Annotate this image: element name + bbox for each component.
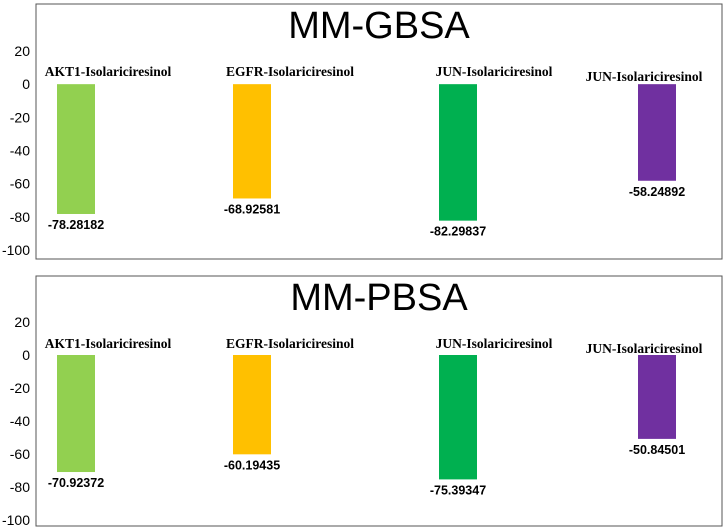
y-tick-label: -80 [10,479,30,495]
category-label: EGFR-Isolariciresinol [226,336,354,351]
panel-frame [35,275,723,527]
category-label: AKT1-Isolariciresinol [45,336,172,351]
y-tick-label: -40 [10,143,30,159]
y-tick-label: -100 [2,512,30,528]
y-tick-label: 0 [22,347,30,363]
chart-title: MM-PBSA [290,277,468,319]
bar [233,84,271,199]
category-label: JUN-Isolariciresinol [436,336,553,351]
y-tick-label: -60 [10,446,30,462]
bar [57,84,95,214]
data-label: -82.29837 [430,225,486,239]
category-label: AKT1-Isolariciresinol [45,64,172,79]
y-tick-label: 0 [22,76,30,92]
y-tick-label: -20 [10,109,30,125]
bar [638,84,676,181]
panel-frame [35,3,723,260]
data-label: -70.92372 [48,476,104,490]
y-tick-label: -100 [2,242,30,258]
category-label: JUN-Isolariciresinol [436,64,553,79]
y-tick-label: -20 [10,380,30,396]
chart-title: MM-GBSA [288,5,470,47]
category-label: EGFR-Isolariciresinol [226,64,354,79]
bar [57,355,95,473]
data-label: -68.92581 [224,202,280,216]
data-label: -60.19435 [224,458,280,472]
data-label: -50.84501 [629,443,685,457]
y-tick-label: -40 [10,413,30,429]
y-tick-label: -60 [10,176,30,192]
y-tick-label: 20 [14,43,30,59]
bar [638,355,676,439]
chart-panel-2: MM-PBSA 20 0 -20 -40 -60 -80 -100 AKT1-Isolarici… [2,275,723,528]
data-label: -75.39347 [430,483,486,497]
y-tick-label: 20 [14,314,30,330]
bar [233,355,271,455]
bar [439,84,477,221]
y-tick-label: -80 [10,209,30,225]
category-label: JUN-Isolariciresinol [586,341,703,356]
bar [439,355,477,480]
data-label: -78.28182 [48,218,104,232]
data-label: -58.24892 [629,185,685,199]
category-label: JUN-Isolariciresinol [586,69,703,84]
chart-panel-1: MM-GBSA 20 0 -20 -40 -60 -80 -100 AKT1-Isolarici… [2,3,723,260]
